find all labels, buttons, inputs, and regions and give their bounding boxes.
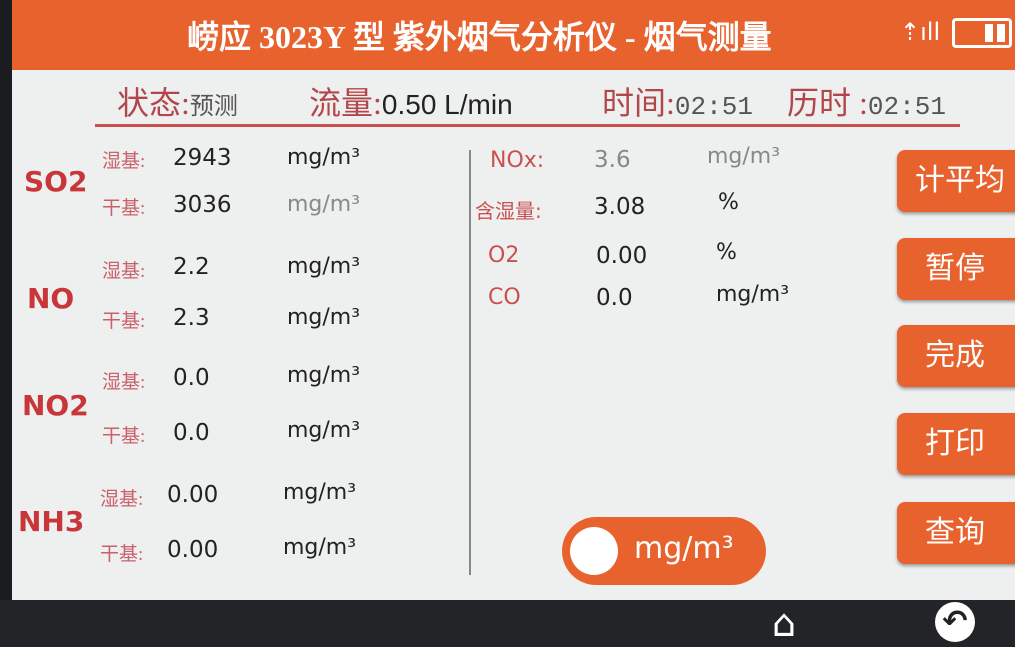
dry-value: 3036 — [173, 192, 232, 218]
screen: 崂应 3023Y 型 紫外烟气分析仪 - 烟气测量 ⇡ıll 状态:预测 流量:… — [12, 0, 1015, 600]
co-value: 0.0 — [596, 285, 633, 311]
time-label: 时间: — [602, 85, 675, 121]
column-divider — [469, 150, 471, 575]
dry-unit: mg/m³ — [283, 535, 357, 560]
dry-value: 2.3 — [173, 305, 210, 331]
nav-bar — [0, 600, 1015, 647]
back-icon[interactable]: ↶ — [935, 602, 975, 642]
nox-value: 3.6 — [594, 147, 631, 173]
dry-label: 干基: — [102, 311, 146, 332]
page-title: 崂应 3023Y 型 紫外烟气分析仪 - 烟气测量 — [187, 19, 772, 55]
signal-icon: ⇡ıll — [900, 18, 941, 46]
wet-unit: mg/m³ — [283, 480, 357, 505]
o2-label: O2 — [488, 243, 520, 268]
dry-label: 干基: — [102, 198, 146, 219]
elapsed-value: 02:51 — [867, 92, 946, 122]
wet-value: 2.2 — [173, 254, 210, 280]
moisture-label: 含湿量: — [475, 199, 542, 223]
gas-name: NO — [27, 282, 75, 315]
o2-unit: % — [716, 240, 737, 265]
status-time: 时间:02:51 — [602, 78, 753, 124]
wet-label: 湿基: — [102, 151, 146, 172]
status-flow: 流量:0.50 L/min — [309, 78, 513, 124]
print-button[interactable]: 打印 — [897, 413, 1015, 475]
state-value: 预测 — [189, 94, 238, 120]
wet-value: 0.0 — [173, 365, 210, 391]
wet-unit: mg/m³ — [287, 363, 361, 388]
wet-value: 0.00 — [167, 482, 219, 508]
moisture-unit: % — [718, 190, 739, 215]
gas-name: NO2 — [22, 389, 89, 422]
battery-icon — [952, 18, 1012, 48]
divider — [95, 124, 960, 127]
query-button[interactable]: 查询 — [897, 502, 1015, 564]
wet-label: 湿基: — [102, 261, 146, 282]
home-icon[interactable]: ⌂ — [772, 601, 797, 645]
status-elapsed: 历时 :02:51 — [787, 78, 946, 124]
dry-value: 0.0 — [173, 420, 210, 446]
wet-unit: mg/m³ — [287, 254, 361, 279]
wet-label: 湿基: — [100, 489, 144, 510]
gas-name: SO2 — [24, 165, 88, 198]
co-label: CO — [488, 285, 521, 310]
unit-toggle[interactable]: mg/m³ — [562, 517, 766, 585]
elapsed-label: 历时 : — [787, 85, 868, 121]
toggle-label: mg/m³ — [634, 531, 734, 566]
nox-unit: mg/m³ — [707, 144, 781, 169]
wet-unit: mg/m³ — [287, 145, 361, 170]
dry-unit: mg/m³ — [287, 305, 361, 330]
dry-value: 0.00 — [167, 537, 219, 563]
wet-label: 湿基: — [102, 372, 146, 393]
dry-unit: mg/m³ — [287, 418, 361, 443]
dry-unit: mg/m³ — [287, 192, 361, 217]
header: 崂应 3023Y 型 紫外烟气分析仪 - 烟气测量 ⇡ıll — [12, 0, 1015, 70]
flow-label: 流量: — [309, 85, 382, 121]
time-value: 02:51 — [674, 92, 753, 122]
co-unit: mg/m³ — [716, 282, 790, 307]
state-label: 状态: — [117, 85, 190, 121]
status-state: 状态:预测 — [117, 78, 238, 124]
o2-value: 0.00 — [596, 243, 648, 269]
nox-label: NOx: — [490, 148, 545, 173]
flow-value: 0.50 L/min — [381, 89, 513, 120]
gas-name: NH3 — [18, 505, 85, 538]
moisture-value: 3.08 — [594, 194, 646, 220]
dry-label: 干基: — [100, 544, 144, 565]
average-button[interactable]: 计平均 — [897, 150, 1015, 212]
dry-label: 干基: — [102, 426, 146, 447]
finish-button[interactable]: 完成 — [897, 325, 1015, 387]
pause-button[interactable]: 暂停 — [897, 238, 1015, 300]
toggle-knob — [570, 527, 618, 575]
wet-value: 2943 — [173, 145, 232, 171]
